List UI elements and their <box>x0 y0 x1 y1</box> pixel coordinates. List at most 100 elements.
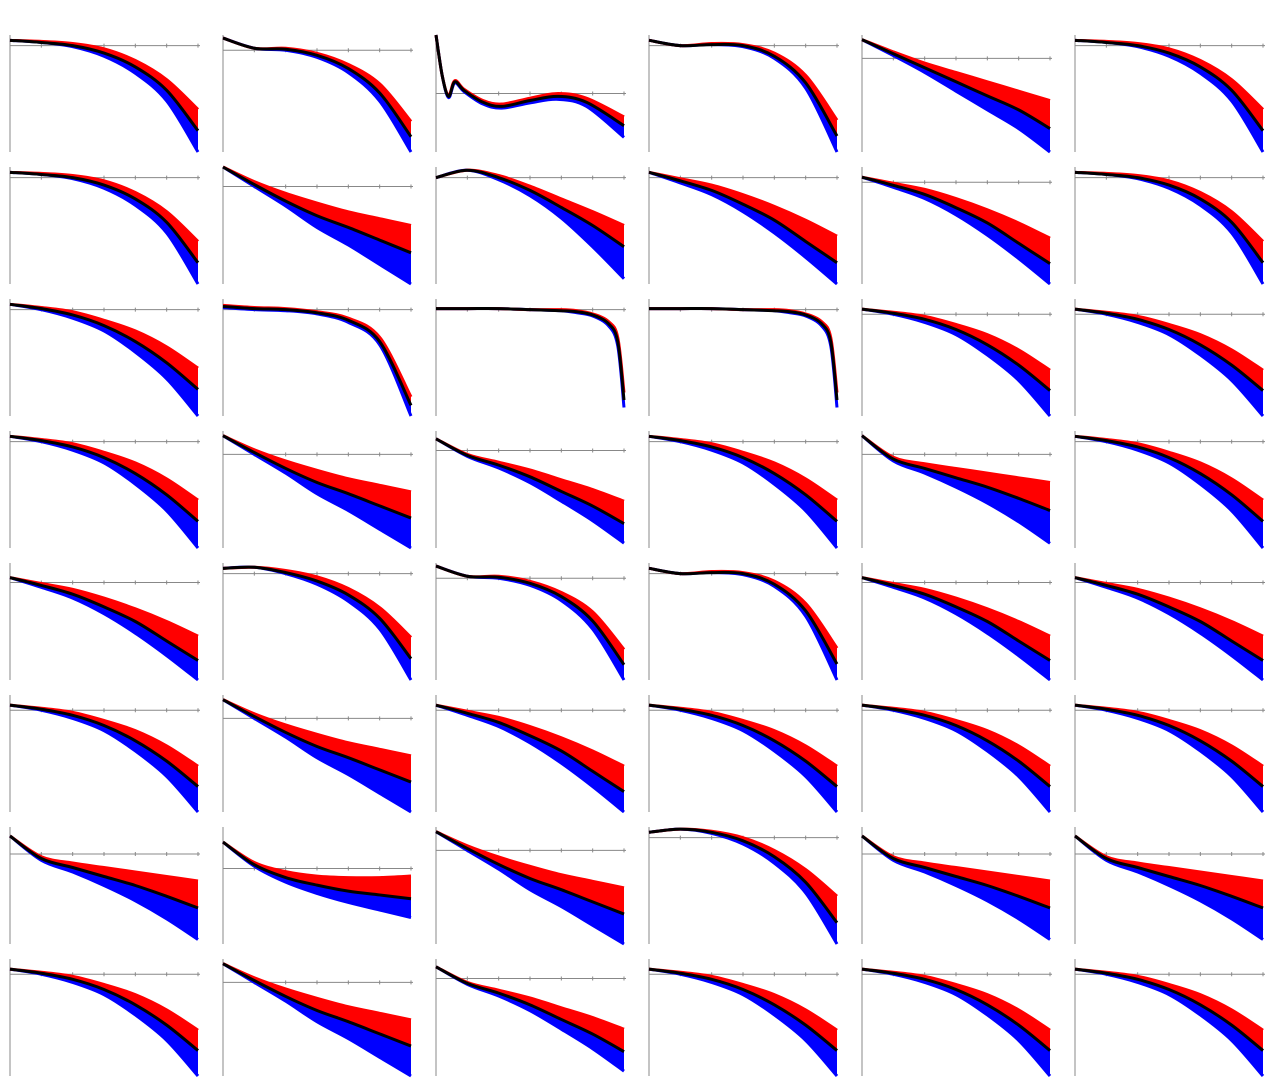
curve <box>648 827 839 924</box>
curve <box>222 962 412 1022</box>
curve <box>1074 576 1264 682</box>
curve <box>435 564 626 666</box>
band <box>436 308 624 401</box>
curve <box>861 834 1051 883</box>
curve <box>434 34 625 139</box>
curve <box>435 703 625 768</box>
curve <box>648 306 839 401</box>
curve <box>435 306 626 401</box>
band <box>436 308 624 408</box>
curve <box>648 566 839 665</box>
band <box>649 40 837 137</box>
curve <box>648 566 839 649</box>
curve <box>435 830 625 916</box>
curve <box>222 165 412 227</box>
curve <box>648 170 838 264</box>
curve <box>861 175 1051 240</box>
curve <box>1074 170 1265 264</box>
curve <box>1074 434 1264 523</box>
band <box>436 831 624 944</box>
curve <box>434 34 625 127</box>
curve <box>9 703 199 788</box>
curve <box>648 38 839 137</box>
curve <box>435 830 625 890</box>
curve <box>648 703 838 788</box>
curve <box>861 175 1051 265</box>
curve <box>1074 834 1264 941</box>
curve <box>1074 967 1264 1052</box>
curve <box>861 175 1051 286</box>
curve <box>648 967 838 1052</box>
curve <box>861 307 1051 392</box>
curve <box>648 170 838 286</box>
curve <box>861 576 1051 638</box>
curve <box>1074 576 1264 638</box>
curve <box>435 437 625 503</box>
curve <box>861 967 1051 1052</box>
curve <box>222 434 412 550</box>
curve <box>9 434 199 523</box>
curve <box>222 840 412 901</box>
curve <box>648 566 839 681</box>
curve <box>9 170 200 264</box>
curve <box>1074 576 1264 662</box>
curve <box>222 698 412 784</box>
curve <box>1074 834 1264 883</box>
band <box>649 308 837 408</box>
curve <box>648 434 838 523</box>
curve <box>861 576 1051 682</box>
curve <box>9 834 199 941</box>
curve <box>9 576 199 662</box>
curve <box>648 306 839 393</box>
curve <box>9 576 199 682</box>
curve <box>9 38 200 132</box>
curve <box>648 170 838 238</box>
curve <box>861 434 1051 484</box>
curve <box>861 834 1051 941</box>
curve <box>222 962 412 1078</box>
curve <box>1074 703 1264 788</box>
curve <box>222 434 412 520</box>
band <box>649 308 837 401</box>
curve <box>861 576 1051 662</box>
band <box>223 699 411 812</box>
curve <box>222 306 413 417</box>
curve <box>648 38 839 153</box>
band <box>223 305 411 406</box>
curve <box>861 834 1051 910</box>
curve <box>9 834 199 910</box>
curve <box>9 834 199 883</box>
curve <box>9 302 199 391</box>
curve <box>861 703 1051 788</box>
curve <box>435 306 626 408</box>
curve <box>1074 38 1265 132</box>
band <box>223 435 411 548</box>
curve <box>1074 834 1264 910</box>
band <box>649 568 837 665</box>
curve <box>222 698 412 758</box>
curve <box>861 38 1051 154</box>
curve <box>861 38 1051 130</box>
curve <box>435 168 625 249</box>
curve <box>861 434 1051 512</box>
curve <box>222 434 412 494</box>
curve <box>435 965 625 1053</box>
curve <box>435 437 625 525</box>
curve <box>648 38 839 121</box>
curve <box>222 840 412 880</box>
curve <box>9 967 199 1052</box>
curve <box>648 306 839 408</box>
band <box>223 167 411 284</box>
curve <box>222 165 412 255</box>
curve <box>435 965 625 1031</box>
curve <box>435 306 626 393</box>
curve <box>861 38 1051 102</box>
curve <box>9 576 199 638</box>
curve <box>222 36 413 138</box>
curve <box>222 304 413 407</box>
curve <box>222 565 413 660</box>
curve <box>222 698 412 814</box>
